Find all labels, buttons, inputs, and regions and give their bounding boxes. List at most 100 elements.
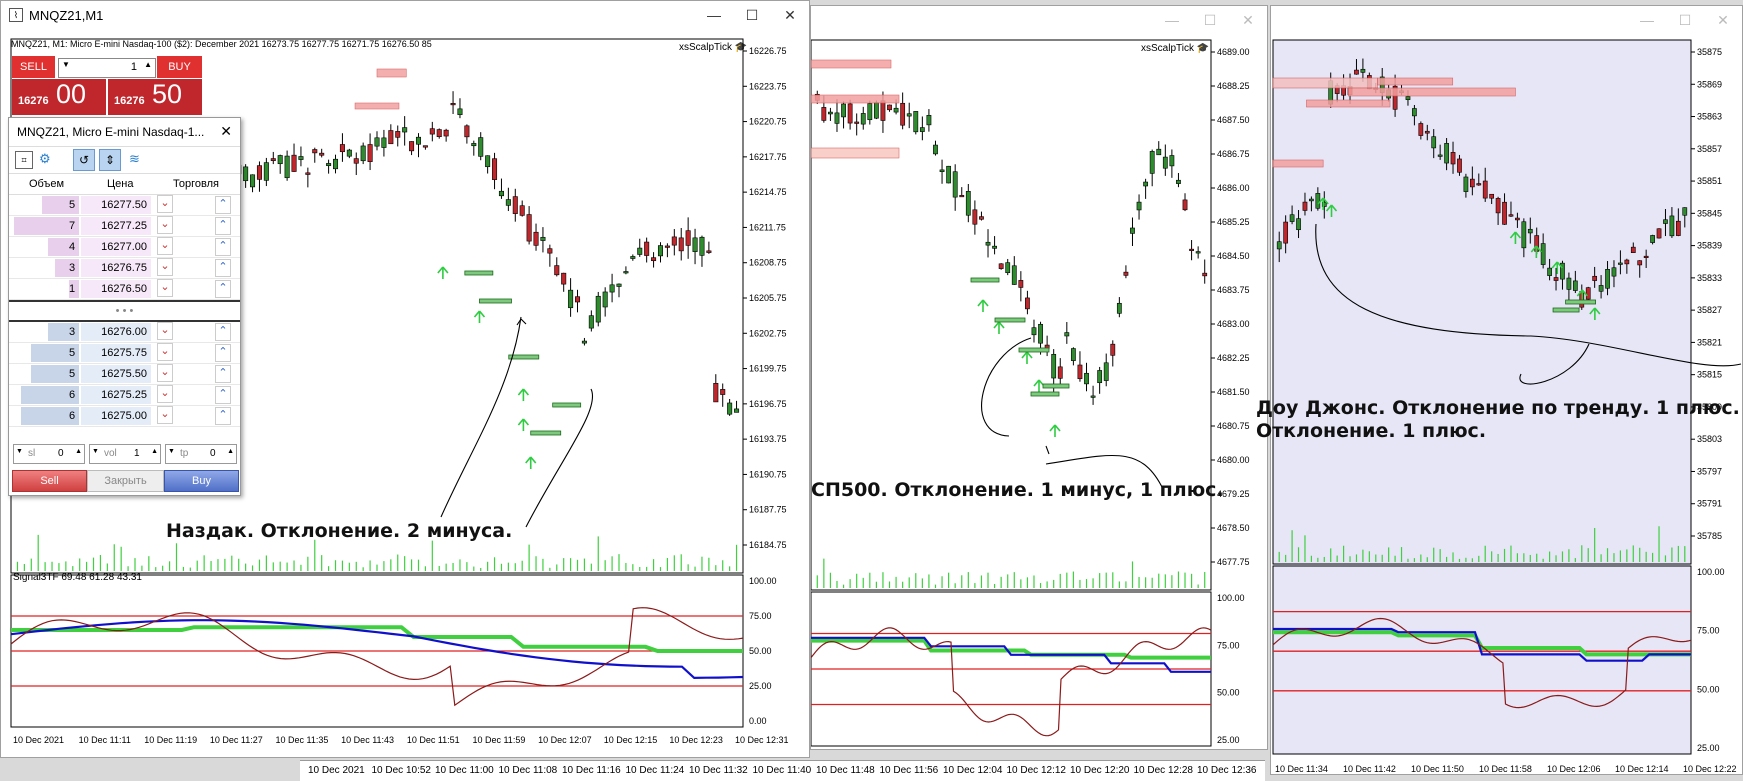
dom-price-cell[interactable]: 16277.50 [81,196,151,214]
buy-button[interactable]: BUY [157,56,202,78]
chevron-up-icon[interactable]: ⌃ [215,365,231,383]
price-chart[interactable]: 35875 35869 35863 35857 35851 35845 35839 35833… [1271,34,1743,775]
sell-button[interactable]: SELL [12,56,55,78]
tp-down-icon[interactable]: ▼ [168,448,175,455]
dom-price-cell[interactable]: 16275.25 [81,386,151,404]
chevron-down-icon[interactable]: ⌄ [157,237,173,255]
chevron-up-icon[interactable]: ⌃ [215,238,231,256]
chart-window-sp500[interactable]: — ☐ ✕ xsScalpTick 🎓 4689.00 4688.25 4687.5… [810,5,1268,750]
window-titlebar[interactable]: — ☐ ✕ [1271,6,1742,34]
chevron-up-icon[interactable]: ⌃ [215,259,231,277]
candle-body [1482,180,1488,199]
time-tick-label: 10 Dec 12:15 [604,735,658,745]
dom-price-cell[interactable]: 16276.00 [81,323,151,341]
chevron-up-icon[interactable]: ⌃ [215,344,231,362]
dom-bid-row[interactable]: 6 16275.25 ⌄ ⌃ [9,385,240,406]
close-icon[interactable]: ✕ [220,123,232,139]
sell-price-box[interactable]: 16276 00 [12,79,106,115]
vol-down-icon[interactable]: ▼ [92,448,99,455]
sl-down-icon[interactable]: ▼ [16,448,23,455]
vol-field[interactable]: ▼ vol 1 ▲ [89,444,161,464]
price-tick-label: 4685.25 [1217,217,1250,227]
chart-icon[interactable]: ⌗ [15,151,33,169]
dom-ask-row[interactable]: 4 16277.00 ⌄ ⌃ [9,237,240,258]
chevron-up-icon[interactable]: ⌃ [215,323,231,341]
price-chart[interactable]: 4689.00 4688.25 4687.50 4686.75 4686.00 4685.… [811,34,1268,750]
dom-price-cell[interactable]: 16275.50 [81,365,151,383]
window-titlebar[interactable]: — ☐ ✕ [811,6,1267,34]
dom-price-cell[interactable]: 16276.75 [81,259,151,277]
chevron-down-icon[interactable]: ⌄ [157,385,173,403]
candle-body [581,340,587,344]
sl-up-icon[interactable]: ▲ [75,448,82,455]
maximize-button[interactable]: ☐ [1203,11,1217,28]
tp-up-icon[interactable]: ▲ [227,448,234,455]
dom-volume: 6 [69,410,76,422]
time-tick-label: 10 Dec 11:34 [1275,764,1328,774]
chevron-down-icon[interactable]: ⌄ [157,279,173,297]
chevron-down-icon[interactable]: ⌄ [157,364,173,382]
dom-price-cell[interactable]: 16275.75 [81,344,151,362]
dom-price-cell[interactable]: 16276.50 [81,280,151,298]
chevron-down-icon[interactable]: ⌄ [157,195,173,213]
indicators-icon[interactable]: ⚙ [39,151,51,166]
chevron-up-icon[interactable]: ⌃ [215,196,231,214]
chart-window-dow[interactable]: — ☐ ✕ xsScalpTick 🎓 35875358693586335857… [1270,5,1743,775]
histogram-icon[interactable]: ≋ [129,151,140,166]
vol-up-icon[interactable]: ▲ [151,448,158,455]
dom-ask-row[interactable]: 7 16277.25 ⌄ ⌃ [9,216,240,237]
level-zone [1377,77,1454,86]
minimize-button[interactable]: — [707,6,721,23]
dom-bid-row[interactable]: 5 16275.75 ⌄ ⌃ [9,343,240,364]
price-tick-label: 4681.50 [1217,387,1250,397]
candle-body [1143,181,1149,187]
candle-body [1025,297,1030,310]
chevron-down-icon[interactable]: ⌄ [157,258,173,276]
dom-price-cell[interactable]: 16277.25 [81,217,151,235]
buy-price-box[interactable]: 16276 50 [108,79,202,115]
dom-close-button[interactable]: Закрыть [87,470,164,492]
dom-bid-row[interactable]: 3 16276.00 ⌄ ⌃ [9,322,240,343]
window-titlebar[interactable]: ⌇ MNQZ21,M1 — ☐ ✕ [1,1,809,29]
chevron-down-icon[interactable]: ⌄ [157,216,173,234]
dom-sell-button[interactable]: Sell [12,470,87,492]
chevron-down-icon[interactable]: ⌄ [157,406,173,424]
candle-body [388,130,394,145]
candle-body [381,137,387,148]
tp-field[interactable]: ▼ tp 0 ▲ [165,444,237,464]
volume-spinner[interactable]: ▼ 1 ▲ [58,58,156,78]
scroll-sync-icon[interactable]: ↺ [73,149,95,171]
dom-titlebar[interactable]: MNQZ21, Micro E-mini Nasdaq-1... ✕ [9,118,240,147]
depth-of-market-panel[interactable]: MNQZ21, Micro E-mini Nasdaq-1... ✕ ⌗ ⚙ ↺… [8,117,241,496]
center-icon[interactable]: ⇕ [99,149,121,171]
volume-dropdown-icon[interactable]: ▼ [62,60,70,69]
close-button[interactable]: ✕ [1242,11,1254,28]
sl-field[interactable]: ▼ sl 0 ▲ [13,444,85,464]
chevron-down-icon[interactable]: ⌄ [157,322,173,340]
dom-price-cell[interactable]: 16277.00 [81,238,151,256]
chevron-down-icon[interactable]: ⌄ [157,343,173,361]
chevron-up-icon[interactable]: ⌃ [215,280,231,298]
volume-up-icon[interactable]: ▲ [144,60,152,69]
minimize-button[interactable]: — [1165,11,1179,28]
price-tick-label: 35845 [1697,208,1722,218]
chevron-up-icon[interactable]: ⌃ [215,386,231,404]
dom-ask-row[interactable]: 3 16276.75 ⌄ ⌃ [9,258,240,279]
dom-bid-row[interactable]: 6 16275.00 ⌄ ⌃ [9,406,240,427]
maximize-button[interactable]: ☐ [1678,11,1692,28]
dom-ask-row[interactable]: 5 16277.50 ⌄ ⌃ [9,195,240,216]
chevron-up-icon[interactable]: ⌃ [215,217,231,235]
buy-button-label: BUY [168,61,191,73]
close-button[interactable]: ✕ [1717,11,1729,28]
candle-body [1675,220,1681,236]
candle-body [1527,228,1533,234]
dom-ask-row[interactable]: 1 16276.50 ⌄ ⌃ [9,279,240,300]
maximize-button[interactable]: ☐ [745,6,759,23]
dom-buy-button[interactable]: Buy [164,470,239,492]
dom-price-cell[interactable]: 16275.00 [81,407,151,425]
close-button[interactable]: ✕ [784,6,796,23]
dom-bid-row[interactable]: 5 16275.50 ⌄ ⌃ [9,364,240,385]
minimize-button[interactable]: — [1640,11,1654,28]
chevron-up-icon[interactable]: ⌃ [215,407,231,425]
price-chart[interactable]: 16226.75 16223.75 16220.75 16217.75 16214.75… [1,29,810,758]
